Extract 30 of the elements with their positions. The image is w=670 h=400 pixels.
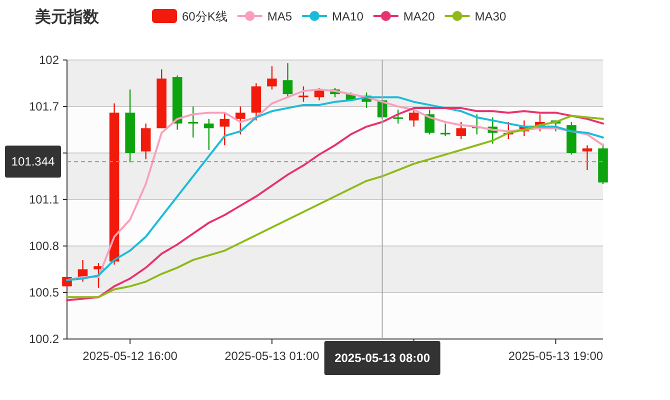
legend-label: MA20: [403, 10, 436, 24]
legend-label: MA10: [332, 10, 364, 24]
candlestick: [408, 109, 419, 128]
legend-label: MA5: [267, 10, 292, 24]
y-tick-label: 102: [38, 53, 60, 67]
y-tick-label: 100.8: [28, 239, 60, 253]
candlestick: [188, 106, 198, 138]
ref-line-label: 101.344: [11, 154, 56, 169]
legend-label: 60分K线: [182, 10, 228, 24]
candlestick: [140, 122, 151, 160]
candlestick: [282, 62, 293, 98]
y-tick-label: 100.2: [28, 332, 60, 346]
candlestick: [582, 144, 592, 171]
y-tick-label: 101.1: [28, 192, 60, 206]
x-tick-label: 2025-05-12 16:00: [82, 349, 178, 363]
candlestick: [298, 86, 308, 102]
y-tick-label: 101.7: [28, 100, 60, 114]
y-tick-label: 100.5: [28, 286, 60, 300]
candlestick: [204, 118, 214, 150]
chart-title: 美元指数: [34, 7, 100, 26]
candlestick: [456, 121, 466, 140]
candlestick: [220, 112, 230, 146]
legend-label: MA30: [474, 10, 506, 24]
candlestick: [393, 109, 403, 124]
candlestick: [236, 106, 246, 135]
ref-line-label: 2025-05-13 08:00: [334, 351, 430, 365]
candlestick: [267, 66, 277, 90]
candlestick: [440, 122, 450, 137]
x-tick-label: 2025-05-13 19:00: [508, 349, 604, 363]
x-tick-label: 2025-05-13 01:00: [224, 349, 320, 363]
